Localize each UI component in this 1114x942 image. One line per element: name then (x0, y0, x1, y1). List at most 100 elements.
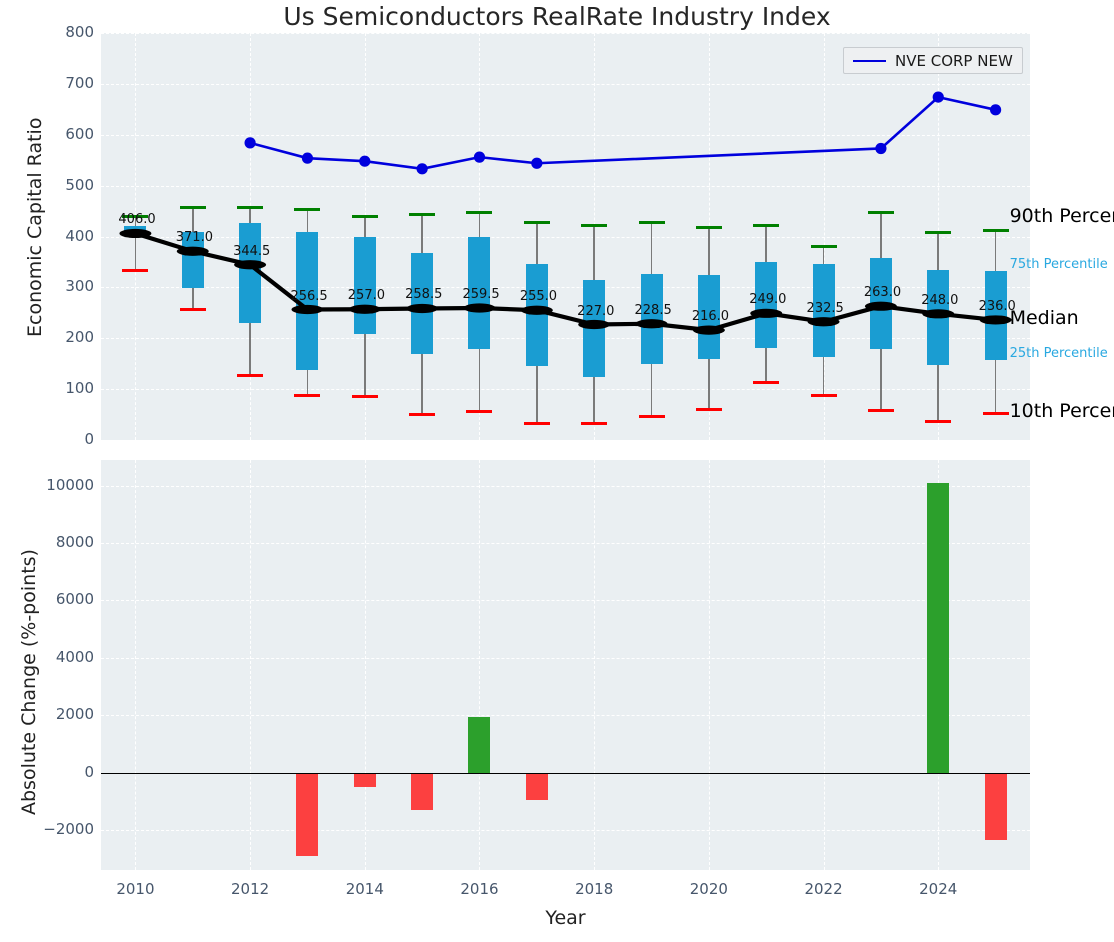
cap-90th-percentile (523, 220, 550, 224)
gridline-vertical (135, 460, 137, 870)
box-iqr (525, 263, 548, 367)
gridline-horizontal (101, 83, 1030, 85)
x-tick-label: 2022 (804, 880, 843, 898)
y-tick-label: 0 (84, 430, 94, 448)
cap-90th-percentile (867, 211, 894, 215)
median-value-label: 249.0 (749, 292, 787, 308)
y-tick-label: 6000 (55, 590, 94, 609)
annotation-75th-percentile: 75th Percentile (1009, 257, 1108, 273)
y-tick-label: 0 (84, 762, 94, 781)
y-tick-label: 200 (65, 328, 94, 347)
gridline-horizontal (101, 600, 1030, 602)
y-tick-label: 500 (65, 175, 94, 194)
legend-label: NVE CORP NEW (895, 51, 1013, 70)
cap-90th-percentile (925, 230, 952, 234)
box-iqr (869, 257, 892, 350)
gridline-horizontal (101, 389, 1030, 391)
cap-10th-percentile (466, 410, 493, 414)
box-iqr (239, 222, 262, 323)
zero-line (101, 772, 1030, 775)
gridline-vertical (823, 460, 825, 870)
box-iqr (353, 236, 376, 335)
cap-10th-percentile (351, 395, 378, 399)
cap-90th-percentile (810, 244, 837, 248)
box-iqr (927, 269, 950, 366)
median-value-label: 344.5 (233, 243, 271, 259)
gridline-horizontal (101, 657, 1030, 659)
gridline-vertical (479, 460, 481, 870)
x-tick-label: 2010 (116, 880, 155, 898)
box-iqr (411, 253, 434, 354)
y-axis-label-bottom: Absolute Change (%-points) (18, 549, 40, 815)
median-value-label: 257.0 (347, 288, 385, 304)
annotation-25th-percentile: 25th Percentile (1009, 346, 1108, 362)
median-value-label: 236.0 (978, 298, 1016, 314)
cap-10th-percentile (523, 422, 550, 426)
median-value-label: 263.0 (863, 285, 902, 301)
cap-90th-percentile (753, 223, 780, 227)
cap-10th-percentile (867, 408, 894, 412)
x-tick-label: 2018 (575, 880, 614, 898)
gridline-horizontal (101, 829, 1030, 831)
cap-90th-percentile (179, 205, 206, 209)
box-iqr (583, 279, 606, 377)
box-iqr (124, 226, 147, 236)
y-tick-label: 600 (65, 124, 94, 143)
median-value-label: 371.0 (175, 230, 213, 246)
median-value-label: 255.0 (519, 289, 558, 305)
y-tick-label: 100 (65, 379, 94, 398)
cap-10th-percentile (237, 374, 264, 378)
median-value-label: 259.5 (462, 286, 500, 302)
bar-item (468, 716, 491, 773)
legend[interactable]: NVE CORP NEW (843, 47, 1023, 74)
gridline-horizontal (101, 543, 1030, 545)
cap-10th-percentile (294, 393, 321, 397)
cap-10th-percentile (638, 415, 665, 419)
gridline-horizontal (101, 338, 1030, 340)
chart-title: Us Semiconductors RealRate Industry Inde… (283, 2, 831, 31)
median-value-label: 227.0 (577, 303, 615, 319)
cap-10th-percentile (409, 412, 436, 416)
cap-10th-percentile (810, 394, 837, 398)
y-tick-label: 400 (65, 226, 94, 245)
cap-10th-percentile (925, 420, 952, 424)
y-tick-label: −2000 (43, 819, 94, 838)
bar-item (525, 772, 548, 800)
x-tick-label: 2014 (345, 880, 384, 898)
x-axis-label: Year (545, 907, 586, 929)
x-tick-label: 2012 (231, 880, 270, 898)
y-tick-label: 2000 (55, 705, 94, 724)
bar-item (927, 482, 950, 773)
cap-90th-percentile (581, 223, 608, 227)
box-iqr (984, 271, 1007, 361)
cap-10th-percentile (753, 380, 780, 384)
x-tick-label: 2020 (689, 880, 728, 898)
bar-item (296, 772, 319, 856)
cap-10th-percentile (122, 269, 149, 273)
bar-item (984, 772, 1007, 840)
cap-90th-percentile (122, 214, 149, 218)
y-tick-label: 300 (65, 277, 94, 296)
annotation-90th-percentile: 90th Percentile (1009, 204, 1114, 227)
cap-90th-percentile (982, 228, 1009, 232)
y-tick-label: 8000 (55, 533, 94, 552)
y-tick-label: 800 (65, 23, 94, 41)
y-tick-label: 700 (65, 73, 94, 92)
median-value-label: 406.0 (118, 212, 156, 228)
cap-90th-percentile (294, 207, 321, 211)
annotation-median: Median (1009, 306, 1079, 329)
barchart-panel (101, 460, 1030, 870)
median-value-label: 216.0 (691, 309, 730, 325)
annotation-10th-percentile: 10th Percentile (1009, 400, 1114, 423)
median-value-label: 232.5 (806, 300, 844, 316)
median-value-label: 248.0 (921, 292, 959, 308)
x-tick-label: 2016 (460, 880, 499, 898)
cap-90th-percentile (409, 212, 436, 216)
cap-90th-percentile (351, 214, 378, 218)
gridline-horizontal (101, 33, 1030, 34)
bar-item (353, 772, 376, 787)
cap-90th-percentile (466, 210, 493, 214)
cap-90th-percentile (638, 221, 665, 225)
cap-90th-percentile (695, 226, 722, 230)
